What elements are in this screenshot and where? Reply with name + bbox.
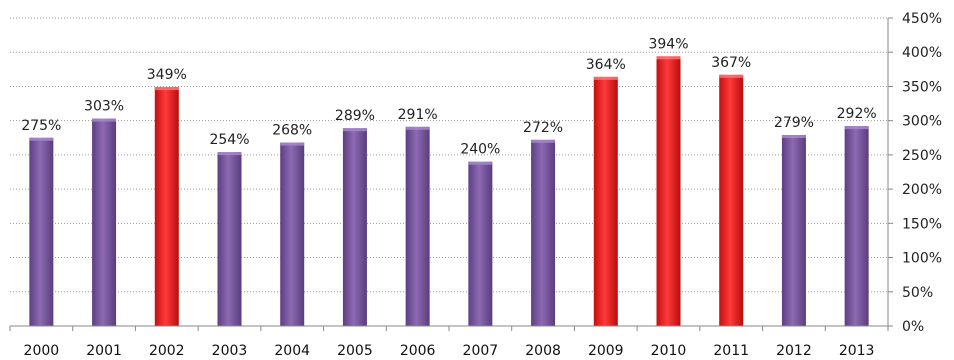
x-tick-label-2005: 2005 bbox=[337, 343, 373, 359]
x-tick-label-2003: 2003 bbox=[212, 343, 248, 359]
bar-top-highlight bbox=[342, 128, 367, 132]
y-tick-label: 400% bbox=[902, 45, 942, 61]
bar-top-highlight bbox=[217, 152, 242, 156]
bar-top-highlight bbox=[154, 87, 179, 91]
x-tick-label-2007: 2007 bbox=[463, 343, 499, 359]
data-label-2012: 279% bbox=[774, 115, 814, 131]
bar-top-highlight bbox=[593, 76, 618, 80]
data-label-2011: 367% bbox=[711, 55, 751, 71]
data-label-2010: 394% bbox=[648, 36, 688, 52]
data-label-2009: 364% bbox=[586, 57, 626, 73]
x-tick-label-2001: 2001 bbox=[86, 343, 122, 359]
bars bbox=[29, 56, 869, 327]
x-tick-label-2008: 2008 bbox=[525, 343, 561, 359]
bar-2005 bbox=[342, 128, 367, 326]
data-label-2007: 240% bbox=[460, 142, 500, 158]
x-tick-label-2002: 2002 bbox=[149, 343, 185, 359]
bar-2013 bbox=[844, 126, 869, 327]
data-label-2003: 254% bbox=[209, 132, 249, 148]
y-tick-label: 250% bbox=[902, 148, 942, 164]
bar-top-highlight bbox=[531, 139, 556, 143]
x-tick-label-2010: 2010 bbox=[651, 343, 687, 359]
y-tick-label: 50% bbox=[902, 285, 933, 301]
bar-2010 bbox=[656, 56, 681, 326]
x-tick-label-2004: 2004 bbox=[274, 343, 310, 359]
bar-2002 bbox=[154, 87, 179, 326]
bar-2007 bbox=[468, 161, 493, 326]
gridlines bbox=[10, 17, 888, 293]
data-label-2006: 291% bbox=[398, 107, 438, 123]
y-tick-label: 450% bbox=[902, 11, 942, 27]
bar-2001 bbox=[92, 118, 117, 326]
x-tick-label-2011: 2011 bbox=[713, 343, 749, 359]
bar-2000 bbox=[29, 137, 54, 326]
data-label-2004: 268% bbox=[272, 123, 312, 139]
x-tick-label-2000: 2000 bbox=[24, 343, 60, 359]
y-tick-label: 200% bbox=[902, 182, 942, 198]
y-tick-label: 0% bbox=[902, 319, 924, 335]
bar-2011 bbox=[719, 74, 744, 326]
bar-top-highlight bbox=[844, 126, 869, 130]
bar-top-highlight bbox=[781, 135, 806, 139]
bar-2008 bbox=[531, 139, 556, 326]
bar-top-highlight bbox=[280, 142, 305, 146]
x-tick-label-2013: 2013 bbox=[839, 343, 875, 359]
data-label-2000: 275% bbox=[21, 118, 61, 134]
data-label-2002: 349% bbox=[147, 67, 187, 83]
bar-top-highlight bbox=[29, 137, 54, 141]
bar-top-highlight bbox=[405, 126, 430, 130]
x-tick-label-2006: 2006 bbox=[400, 343, 436, 359]
bar-top-highlight bbox=[719, 74, 744, 78]
bar-top-highlight bbox=[468, 161, 493, 165]
data-labels: 275% 303% 349% 254% 268% 289% 291% 240% 272% 364%… bbox=[21, 36, 876, 157]
y-tick-label: 300% bbox=[902, 114, 942, 130]
bar-2012 bbox=[781, 135, 806, 326]
x-tick-label-2012: 2012 bbox=[776, 343, 812, 359]
data-label-2005: 289% bbox=[335, 108, 375, 124]
bar-top-highlight bbox=[92, 118, 117, 122]
bar-top-highlight bbox=[656, 56, 681, 60]
x-tick-label-2009: 2009 bbox=[588, 343, 624, 359]
bar-2004 bbox=[280, 142, 305, 326]
axes: 0% 50% 100% 150% 200% 250% 300% 350% 400% 450% 200… bbox=[9, 11, 942, 359]
y-tick-label: 100% bbox=[902, 251, 942, 267]
data-label-2008: 272% bbox=[523, 120, 563, 136]
bar-2003 bbox=[217, 152, 242, 326]
data-label-2001: 303% bbox=[84, 99, 124, 115]
bar-2009 bbox=[593, 76, 618, 327]
bar-2006 bbox=[405, 126, 430, 327]
y-tick-label: 350% bbox=[902, 79, 942, 95]
y-tick-label: 150% bbox=[902, 216, 942, 232]
data-label-2013: 292% bbox=[837, 106, 877, 122]
